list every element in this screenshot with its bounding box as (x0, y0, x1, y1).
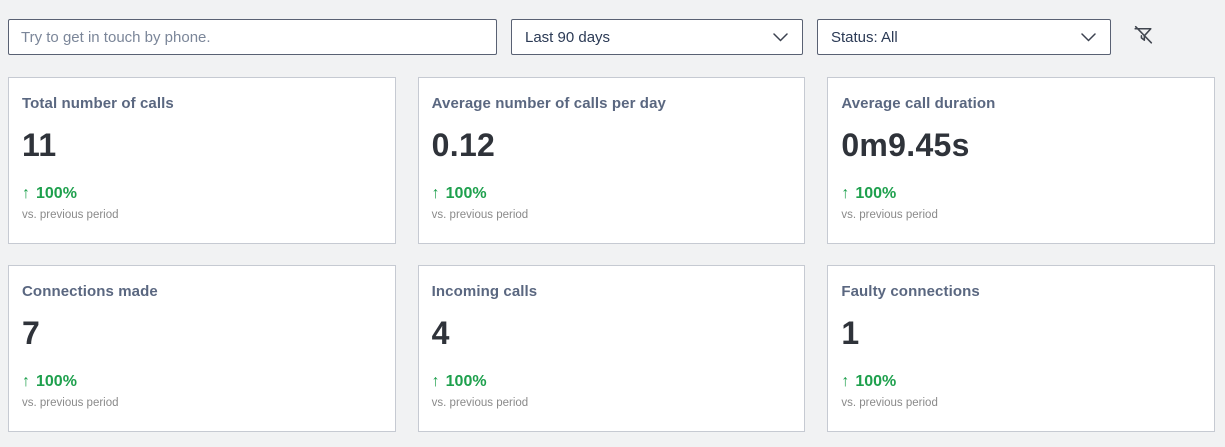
stat-card-title: Average number of calls per day (431, 95, 666, 112)
stat-card-value: 0m9.45s (841, 127, 970, 163)
stat-card-comparison: vs. previous period (431, 209, 529, 221)
chevron-down-icon (773, 32, 788, 42)
stat-card-title: Total number of calls (22, 95, 174, 112)
stat-card-trend: ↑ 100% (22, 373, 381, 391)
stat-card-connections-made: Connections made 7 ↑ 100% vs. previous p… (8, 265, 396, 432)
clear-filters-button[interactable] (1129, 21, 1158, 53)
filter-toolbar: Last 90 days Status: All (8, 19, 1215, 55)
trend-percent: 100% (36, 185, 77, 202)
stat-card-title: Average call duration (841, 95, 996, 112)
stat-card-comparison: vs. previous period (841, 397, 938, 409)
stat-card-trend: ↑ 100% (22, 185, 381, 203)
trend-up-arrow-icon: ↑ (841, 185, 850, 202)
stat-card-trend: ↑ 100% (841, 373, 1200, 391)
stat-card-trend: ↑ 100% (432, 185, 791, 203)
stat-card-value: 4 (431, 315, 450, 351)
stat-card-comparison: vs. previous period (841, 209, 938, 221)
trend-percent: 100% (445, 373, 487, 390)
trend-percent: 100% (855, 373, 897, 390)
stat-card-value: 0.12 (431, 127, 496, 163)
stat-card-avg-calls-per-day: Average number of calls per day 0.12 ↑ 1… (417, 77, 806, 244)
trend-up-arrow-icon: ↑ (841, 373, 850, 390)
stat-card-trend: ↑ 100% (841, 185, 1200, 203)
chevron-down-icon (1081, 32, 1096, 42)
trend-up-arrow-icon: ↑ (22, 185, 30, 202)
stat-card-value: 11 (22, 127, 57, 163)
stats-card-grid: Total number of calls 11 ↑ 100% vs. prev… (8, 77, 1215, 432)
trend-up-arrow-icon: ↑ (431, 185, 440, 202)
stat-card-avg-call-duration: Average call duration 0m9.45s ↑ 100% vs.… (827, 77, 1215, 244)
stat-card-incoming-calls: Incoming calls 4 ↑ 100% vs. previous per… (417, 265, 806, 432)
stat-card-title: Incoming calls (431, 283, 538, 300)
stat-card-comparison: vs. previous period (431, 397, 529, 409)
trend-percent: 100% (445, 185, 487, 202)
search-input[interactable] (8, 19, 497, 55)
stat-card-title: Connections made (22, 283, 158, 300)
stat-card-title: Faulty connections (841, 283, 980, 300)
stat-card-comparison: vs. previous period (22, 209, 119, 221)
trend-percent: 100% (36, 373, 77, 390)
date-range-select[interactable]: Last 90 days (511, 19, 803, 55)
stat-card-total-calls: Total number of calls 11 ↑ 100% vs. prev… (8, 77, 396, 244)
trend-up-arrow-icon: ↑ (22, 373, 30, 390)
date-range-selected-value: Last 90 days (525, 28, 611, 46)
status-select[interactable]: Status: All (817, 19, 1111, 55)
trend-up-arrow-icon: ↑ (431, 373, 440, 390)
filter-off-icon (1131, 23, 1156, 51)
stat-card-faulty-connections: Faulty connections 1 ↑ 100% vs. previous… (827, 265, 1215, 432)
stat-card-trend: ↑ 100% (432, 373, 791, 391)
stat-card-value: 7 (22, 315, 41, 351)
stat-card-comparison: vs. previous period (22, 397, 119, 409)
status-selected-value: Status: All (831, 28, 898, 46)
stat-card-value: 1 (841, 315, 860, 351)
trend-percent: 100% (855, 185, 897, 202)
